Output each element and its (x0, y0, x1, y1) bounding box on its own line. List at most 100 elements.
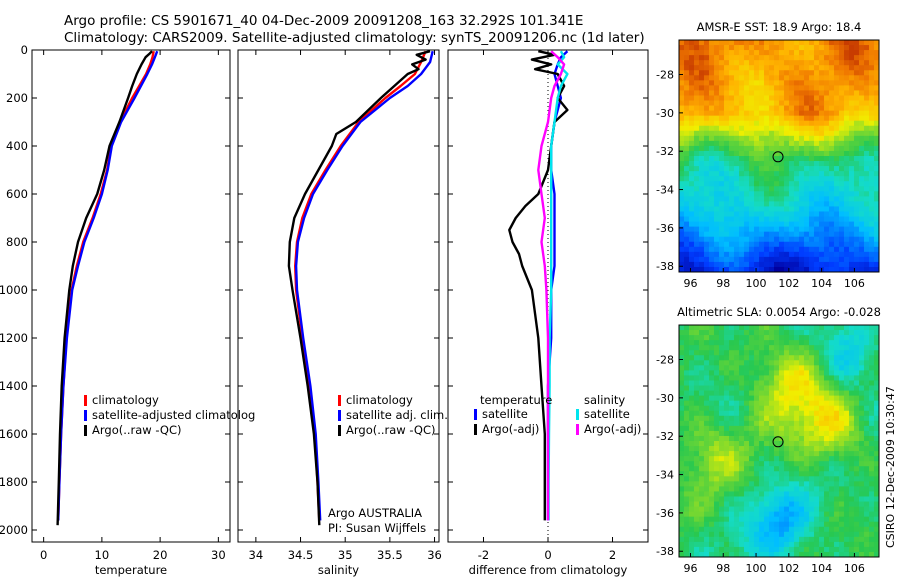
sst_map-heatmap-cell (874, 256, 880, 263)
sla_map-heatmap-cell (744, 405, 750, 412)
sst_map-heatmap-cell (694, 100, 700, 106)
sst_map-heatmap-cell (839, 206, 845, 212)
sla_map-heatmap-cell (854, 395, 860, 402)
sla_map-heatmap-cell (834, 521, 840, 528)
sst_map-heatmap-cell (689, 75, 695, 81)
sst_map-heatmap-cell (844, 50, 850, 56)
sla_map-heatmap-cell (819, 335, 825, 341)
sst_map-heatmap-cell (839, 135, 845, 142)
sst_map-heatmap-cell (734, 140, 740, 147)
sla_map-heatmap-cell (794, 441, 800, 447)
sla_map-heatmap-cell (839, 335, 845, 341)
sst_map-heatmap-cell (754, 226, 760, 233)
sst_map-heatmap-cell (754, 50, 760, 56)
sla_map-heatmap-cell (874, 405, 880, 412)
sst_map-heatmap-cell (774, 176, 780, 182)
sla_map-heatmap-cell (704, 370, 710, 376)
sst_map-heatmap-cell (709, 171, 715, 177)
sst_map-heatmap-cell (749, 256, 755, 263)
sst_map-heatmap-cell (809, 211, 815, 217)
sla_map-heatmap-cell (724, 476, 730, 482)
sla_map-heatmap-cell (714, 355, 720, 361)
sst_map-heatmap-cell (864, 186, 870, 192)
sst_map-heatmap-cell (844, 150, 850, 157)
sst_map-heatmap-cell (689, 95, 695, 101)
sla_map-heatmap-cell (759, 441, 765, 447)
sst_map-heatmap-cell (804, 236, 810, 243)
sla_map-heatmap-cell (844, 496, 850, 502)
sla_map-heatmap-cell (774, 325, 780, 331)
sst_map-heatmap-cell (679, 246, 685, 253)
sla_map-heatmap-cell (829, 330, 835, 336)
sla_map-heatmap-cell (809, 511, 815, 518)
sst_map-heatmap-cell (744, 186, 750, 192)
sla_map-heatmap-cell (849, 420, 855, 427)
sla_map-heatmap-cell (849, 501, 855, 507)
sla_map-heatmap-cell (694, 486, 700, 492)
sst_map-heatmap-cell (694, 251, 700, 258)
sst_map-heatmap-cell (719, 211, 725, 217)
sla_map-heatmap-cell (854, 521, 860, 528)
sst_map-heatmap-cell (779, 130, 785, 137)
sla_map-heatmap-cell (739, 476, 745, 482)
sla_map-heatmap-cell (754, 536, 760, 543)
sla_map-heatmap-cell (684, 466, 690, 472)
sla_map-heatmap-cell (859, 471, 865, 477)
sst_map-heatmap-cell (684, 95, 690, 101)
sla_map-heatmap-cell (819, 466, 825, 472)
sst_map-heatmap-cell (809, 85, 815, 91)
sst_map-heatmap-cell (829, 256, 835, 263)
sla_map-heatmap-cell (829, 486, 835, 492)
sla_map-heatmap-cell (744, 370, 750, 376)
sla_map-heatmap-cell (734, 546, 740, 553)
sst_map-heatmap-cell (864, 80, 870, 86)
sla_map-heatmap-cell (719, 425, 725, 432)
sla_map-heatmap-cell (874, 330, 880, 336)
sla_map-heatmap-cell (869, 506, 875, 513)
sst_map-heatmap-cell (704, 191, 710, 197)
sst_map-heatmap-cell (819, 75, 825, 81)
sla_map-heatmap-cell (789, 516, 795, 523)
sla_map-heatmap-cell (864, 420, 870, 427)
sla_map-heatmap-cell (729, 446, 735, 452)
sst_map-heatmap-cell (724, 166, 730, 172)
sst_map-heatmap-cell (874, 85, 880, 91)
sst_map-heatmap-cell (784, 110, 790, 117)
sla_map-heatmap-cell (689, 390, 695, 397)
sla_map-heatmap-cell (809, 375, 815, 381)
sla_map-heatmap-cell (769, 345, 775, 351)
sla_map-heatmap-cell (839, 425, 845, 432)
sst_map-heatmap-cell (734, 85, 740, 91)
sst_map-heatmap-cell (819, 241, 825, 248)
sst_map-heatmap-cell (844, 115, 850, 122)
sst_map-heatmap-cell (799, 156, 805, 162)
sla_map-heatmap-cell (724, 446, 730, 452)
sst_map-heatmap-cell (774, 40, 780, 46)
sst_map-heatmap-cell (814, 145, 820, 152)
sla_map-heatmap-cell (824, 325, 830, 331)
sla_map-heatmap-cell (724, 395, 730, 402)
sst_map-heatmap-cell (794, 156, 800, 162)
sst_map-heatmap-cell (844, 130, 850, 137)
sla_map-heatmap-cell (719, 446, 725, 452)
sla_map-heatmap-cell (794, 370, 800, 376)
sst_map-heatmap-cell (759, 65, 765, 71)
salinity-annotation-line1: Argo AUSTRALIA (328, 506, 422, 520)
sst_map-heatmap-cell (779, 211, 785, 217)
sst_map-heatmap-cell (789, 261, 795, 268)
sla_map-heatmap-cell (869, 340, 875, 346)
sst_map-heatmap-cell (834, 171, 840, 177)
sla_map-heatmap-cell (839, 430, 845, 437)
sst_map-heatmap-cell (679, 176, 685, 182)
sla_map-heatmap-cell (844, 390, 850, 397)
sst_map-heatmap-cell (834, 90, 840, 96)
sst_map-heatmap-cell (834, 85, 840, 91)
sst_map-heatmap-cell (839, 60, 845, 66)
sst_map-heatmap-cell (754, 191, 760, 197)
sla_map-heatmap-cell (809, 536, 815, 543)
sla_map-heatmap-cell (824, 491, 830, 497)
sla_map-heatmap-cell (854, 516, 860, 523)
sla_map-heatmap-cell (824, 430, 830, 437)
sst_map-heatmap-cell (699, 251, 705, 258)
sst_map-heatmap-cell (679, 191, 685, 197)
